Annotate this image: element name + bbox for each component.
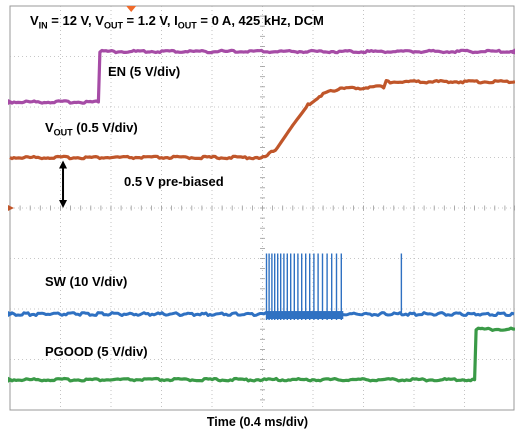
vout-trace-label: VOUT (0.5 V/div) [45,120,138,138]
pgood-trace [9,326,515,383]
sw-trace-label: SW (10 V/div) [45,274,128,289]
pgood-ground-marker [8,376,14,383]
prebias-annotation: 0.5 V pre-biased [124,174,224,189]
sw-burst-band [266,311,344,320]
arrow-head-up [59,160,68,169]
arrow-head-down [59,200,68,208]
en-trace-label: EN (5 V/div) [108,64,181,79]
en-level-marker [509,48,515,55]
en-trace [9,48,515,105]
sw-ground-marker [8,311,14,318]
vout-trace [9,79,515,161]
vout-ground-marker [8,205,14,211]
trigger-marker [126,6,137,12]
sw-trace [8,311,515,317]
sw-burst [265,253,403,321]
x-axis-label: Time (0.4 ms/div) [206,415,309,429]
traces [8,48,515,383]
en-ground-marker [8,98,14,105]
pgood-trace-label: PGOOD (5 V/div) [45,344,148,359]
chart-title: VIN = 12 V, VOUT = 1.2 V, IOUT = 0 A, 42… [30,13,324,31]
annotation-arrow [59,160,68,208]
grid [9,5,515,411]
